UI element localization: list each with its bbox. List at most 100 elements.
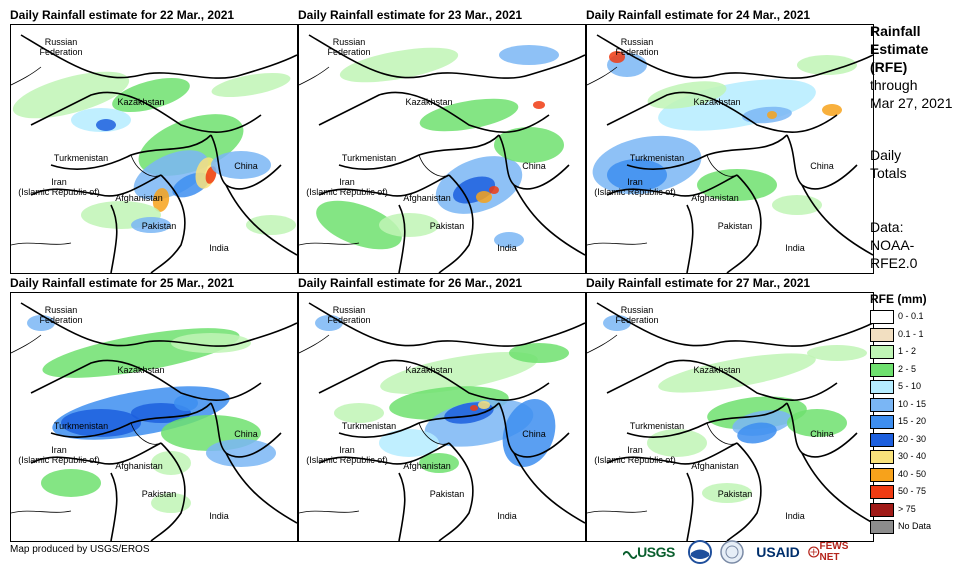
country-label: Afghanistan bbox=[115, 461, 163, 471]
side-line: through bbox=[870, 77, 918, 93]
legend-label: > 75 bbox=[898, 503, 916, 514]
rainfall-area bbox=[334, 403, 384, 423]
country-label: Federation bbox=[327, 315, 371, 325]
country-label: Federation bbox=[39, 47, 83, 57]
country-border bbox=[318, 442, 450, 465]
country-border bbox=[726, 174, 762, 273]
country-label: India bbox=[209, 243, 229, 253]
map-credit: Map produced by USGS/EROS bbox=[10, 544, 150, 555]
country-label: Pakistan bbox=[141, 221, 177, 231]
country-border bbox=[587, 510, 648, 514]
daily-totals-note: Daily Totals bbox=[870, 146, 907, 182]
legend-label: 2 - 5 bbox=[898, 363, 917, 374]
noaa-logo-icon bbox=[686, 538, 714, 566]
country-label: Turkmenistan bbox=[341, 153, 397, 163]
map-svg bbox=[11, 302, 297, 541]
country-border bbox=[11, 66, 42, 86]
panel-title: Daily Rainfall estimate for 25 Mar., 202… bbox=[10, 276, 235, 290]
country-label: India bbox=[497, 511, 517, 521]
rainfall-area bbox=[12, 71, 130, 119]
country-label: (Islamic Republic of) bbox=[306, 455, 388, 465]
map-svg bbox=[299, 34, 585, 273]
country-label: Federation bbox=[615, 47, 659, 57]
country-label: Kazakhstan bbox=[693, 365, 741, 375]
rainfall-area bbox=[174, 395, 198, 411]
rfe-heading: Rainfall Estimate (RFE) through Mar 27, … bbox=[870, 22, 953, 112]
country-label: Russian bbox=[44, 37, 78, 47]
country-border bbox=[801, 452, 873, 524]
country-border bbox=[130, 422, 162, 445]
map-svg bbox=[587, 302, 873, 541]
country-border bbox=[299, 66, 330, 86]
country-label: India bbox=[785, 243, 805, 253]
country-border bbox=[398, 472, 406, 541]
country-label: Afghanistan bbox=[691, 461, 739, 471]
country-label: Afghanistan bbox=[691, 193, 739, 203]
country-border bbox=[686, 204, 694, 273]
country-label: India bbox=[497, 243, 517, 253]
country-border bbox=[299, 510, 360, 514]
country-label: (Islamic Republic of) bbox=[306, 187, 388, 197]
usgs-wordmark: USGS bbox=[637, 544, 675, 560]
country-border bbox=[110, 472, 118, 541]
legend-swatch bbox=[870, 362, 894, 377]
country-label: China bbox=[522, 161, 546, 171]
side-line: Daily bbox=[870, 147, 902, 163]
country-border bbox=[30, 359, 262, 401]
logo-strip: USGS USAID FEWS NET bbox=[618, 538, 860, 566]
country-label: Russian bbox=[44, 305, 78, 315]
country-border bbox=[596, 34, 873, 79]
legend-label: 5 - 10 bbox=[898, 381, 922, 391]
rainfall-area bbox=[697, 169, 777, 201]
country-label: Turkmenistan bbox=[629, 153, 685, 163]
side-line: Estimate bbox=[870, 41, 929, 57]
side-line: RFE2.0 bbox=[870, 255, 918, 271]
country-label: Pakistan bbox=[717, 489, 753, 499]
rainfall-area bbox=[171, 333, 251, 353]
rainfall-area bbox=[787, 409, 847, 437]
rainfall-area bbox=[131, 403, 191, 423]
country-label: Russian bbox=[620, 305, 654, 315]
rainfall-map: Russian Federation Kazakhstan Turkmenistan C… bbox=[298, 24, 586, 274]
country-label: India bbox=[209, 511, 229, 521]
country-label: (Islamic Republic of) bbox=[594, 187, 676, 197]
country-border bbox=[606, 359, 838, 401]
rainfall-area bbox=[246, 215, 296, 235]
country-label: Iran bbox=[339, 177, 355, 187]
country-border bbox=[587, 242, 648, 246]
country-border bbox=[150, 442, 186, 541]
country-label: Iran bbox=[51, 445, 67, 455]
country-label: Federation bbox=[615, 315, 659, 325]
country-border bbox=[398, 204, 406, 273]
country-border bbox=[11, 242, 72, 246]
country-border bbox=[801, 184, 873, 256]
country-border bbox=[225, 184, 297, 256]
country-label: Russian bbox=[332, 305, 366, 315]
map-svg bbox=[11, 34, 297, 273]
rainfall-area bbox=[41, 469, 101, 497]
rainfall-area bbox=[419, 98, 519, 132]
country-border bbox=[30, 442, 162, 465]
rainfall-area bbox=[42, 328, 240, 378]
country-border bbox=[418, 422, 450, 445]
country-border bbox=[308, 34, 585, 79]
country-border bbox=[299, 242, 360, 246]
data-source-note: Data: NOAA- RFE2.0 bbox=[870, 218, 917, 272]
country-label: Pakistan bbox=[717, 221, 753, 231]
country-border bbox=[513, 184, 585, 256]
rainfall-area bbox=[379, 213, 439, 237]
country-label: (Islamic Republic of) bbox=[594, 455, 676, 465]
rainfall-area bbox=[206, 439, 276, 467]
fews-net-logo: FEWS NET bbox=[808, 538, 862, 566]
rainfall-map: Russian Federation Kazakhstan Turkmenistan C… bbox=[586, 292, 874, 542]
rainfall-panel-2: Daily Rainfall estimate for 23 Mar., 202… bbox=[298, 8, 588, 276]
country-border bbox=[30, 174, 162, 197]
legend-swatch bbox=[870, 450, 894, 464]
legend-label: 0 - 0.1 bbox=[898, 311, 924, 321]
legend-label: 50 - 75 bbox=[898, 486, 927, 496]
legend-swatch bbox=[870, 380, 894, 394]
country-border bbox=[130, 154, 162, 177]
country-border bbox=[308, 302, 585, 347]
country-label: Kazakhstan bbox=[405, 97, 453, 107]
rainfall-panel-3: Daily Rainfall estimate for 24 Mar., 202… bbox=[586, 8, 876, 276]
